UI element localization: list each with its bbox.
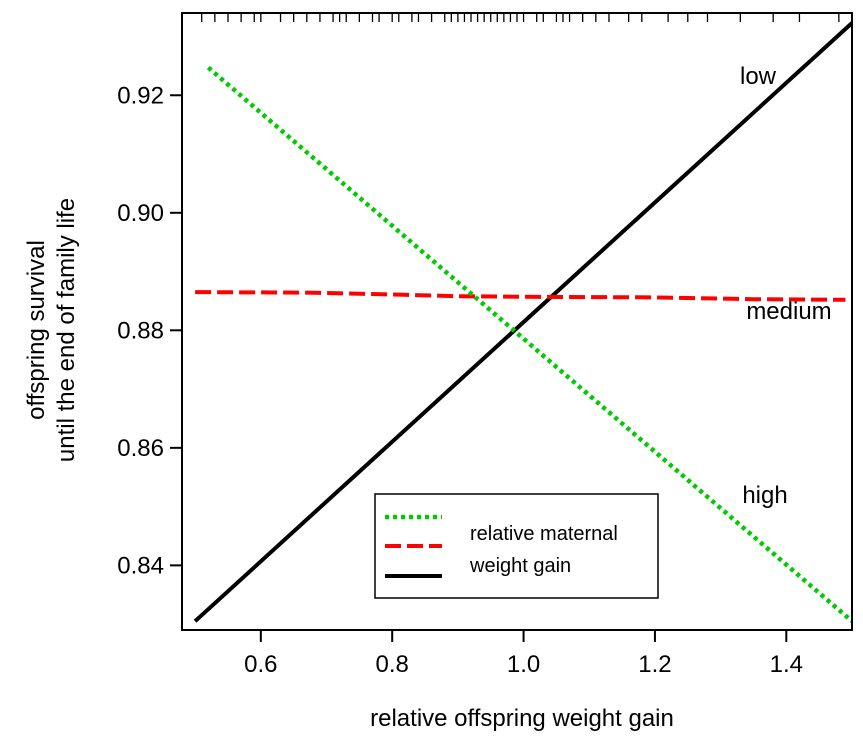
y-axis: 0.84 0.86 0.88 0.90 0.92 [117,82,182,579]
rug-ticks [202,13,839,22]
y-tick-label: 0.90 [117,200,164,227]
x-axis-title: relative offspring weight gain [370,705,674,732]
y-axis-title-line-2: until the end of family life [53,198,80,462]
y-tick-label: 0.86 [117,435,164,462]
x-tick-label: 0.8 [376,651,409,678]
line-labels: low medium high [740,63,832,509]
legend: relative maternal weight gain [375,494,658,598]
line-label-low: low [740,63,777,90]
y-tick-label: 0.88 [117,317,164,344]
y-tick-label: 0.84 [117,552,164,579]
y-tick-label: 0.92 [117,82,164,109]
y-axis-title-line-1: offspring survival [23,240,50,420]
legend-text-line-2: weight gain [469,555,571,577]
x-tick-label: 1.2 [638,651,671,678]
x-tick-label: 1.0 [507,651,540,678]
x-axis: 0.6 0.8 1.0 1.2 1.4 [244,630,803,678]
line-label-medium: medium [746,298,831,325]
x-tick-label: 1.4 [770,651,803,678]
x-tick-label: 0.6 [244,651,277,678]
legend-text-line-1: relative maternal [470,523,618,545]
line-label-high: high [742,482,787,509]
